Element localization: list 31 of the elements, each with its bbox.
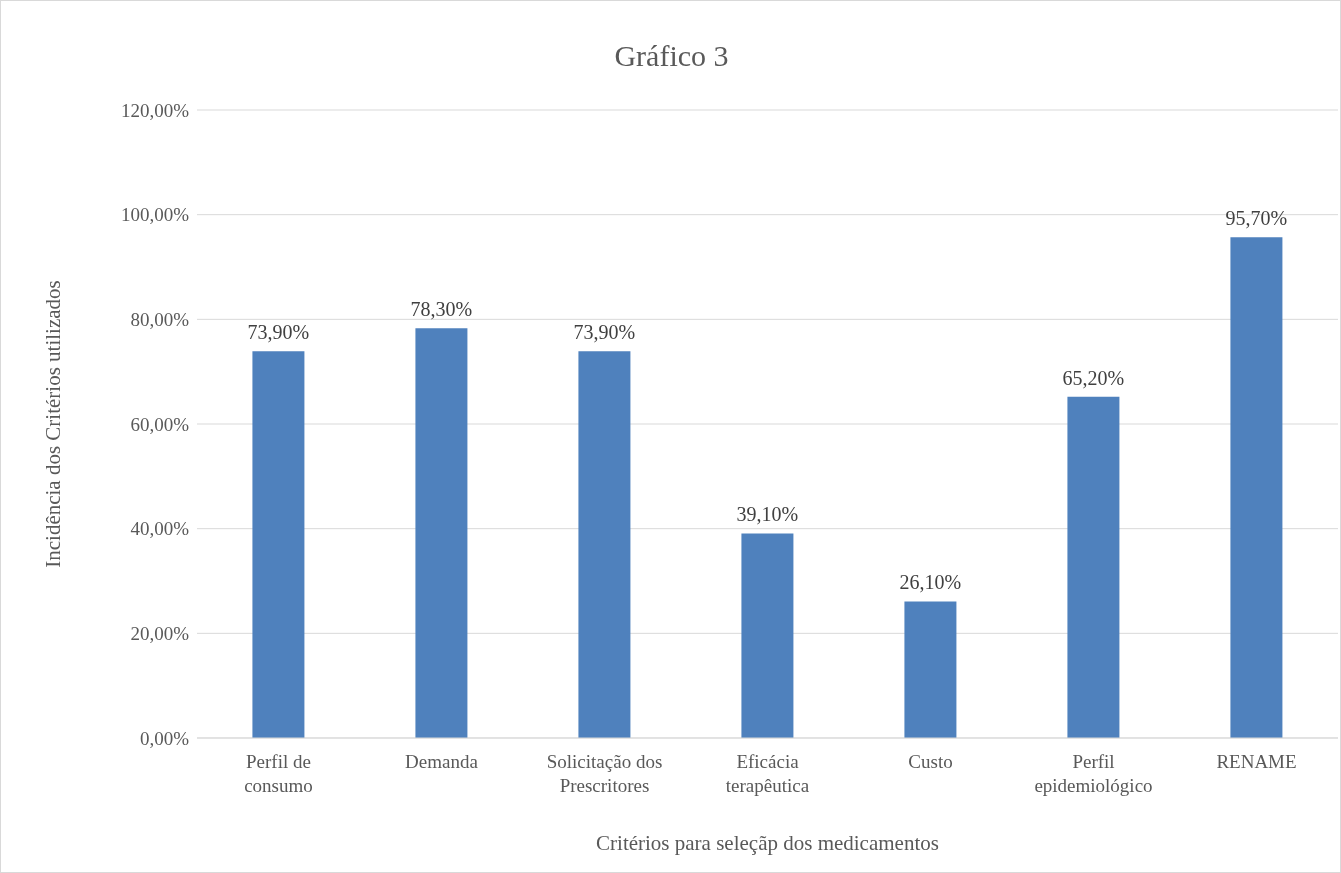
data-label: 78,30%: [410, 298, 473, 321]
y-tick-label: 100,00%: [120, 204, 190, 226]
bar: [1230, 237, 1283, 738]
data-label: 65,20%: [1062, 366, 1125, 389]
y-tick-label: 80,00%: [130, 309, 190, 331]
y-tick-label: 0,00%: [139, 727, 190, 749]
y-tick-label: 40,00%: [130, 518, 190, 540]
data-label: 73,90%: [573, 321, 636, 344]
bar: [415, 328, 468, 738]
x-tick-label: Perfil de consumo: [244, 751, 313, 796]
y-tick-label: 60,00%: [130, 413, 190, 435]
x-tick-label: Custo: [908, 751, 953, 772]
x-tick-label: Solicitação dos Prescritores: [546, 751, 663, 796]
x-tick-label: RENAME: [1216, 751, 1297, 772]
y-tick-label: 20,00%: [130, 623, 190, 645]
bar: [578, 351, 631, 738]
chart-title: Gráfico 3: [613, 39, 730, 73]
bar: [904, 601, 957, 738]
x-tick-label: Eficácia terapêutica: [725, 751, 810, 796]
data-label: 26,10%: [899, 571, 962, 594]
data-label: 95,70%: [1225, 207, 1288, 230]
data-label: 39,10%: [736, 503, 799, 526]
bar: [741, 533, 794, 738]
x-axis-title: Critérios para seleçãp dos medicamentos: [596, 831, 939, 855]
x-tick-label: Demanda: [405, 751, 479, 772]
y-axis-title: Incidência dos Critérios utilizados: [41, 280, 66, 568]
x-tick-label: Perfil epidemiológico: [1034, 751, 1153, 796]
data-label: 73,90%: [247, 321, 310, 344]
bar: [1067, 396, 1120, 738]
bar: [252, 351, 305, 738]
y-tick-label: 120,00%: [120, 99, 190, 121]
